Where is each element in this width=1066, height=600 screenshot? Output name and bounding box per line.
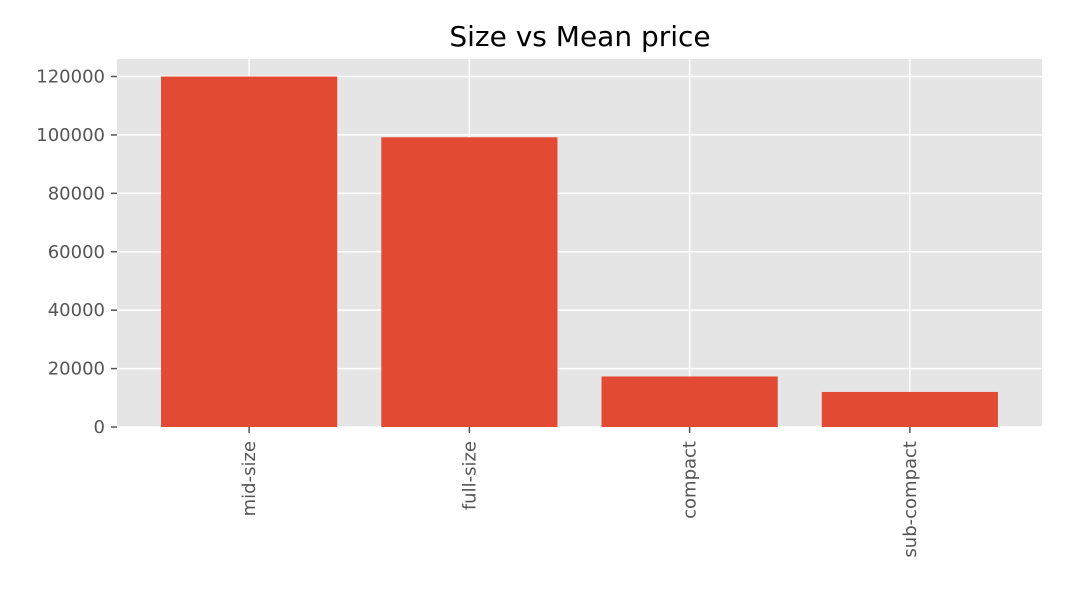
x-tick-label: mid-size <box>239 441 260 516</box>
y-tick-label: 120000 <box>36 67 105 88</box>
x-tick-label: full-size <box>459 441 480 510</box>
bars <box>161 76 998 428</box>
chart-title: Size vs Mean price <box>449 20 710 53</box>
x-tick-label: sub-compact <box>900 441 921 558</box>
bar-compact <box>601 376 778 427</box>
y-tick-label: 80000 <box>48 183 105 204</box>
bar-mid-size <box>161 76 338 428</box>
bar-full-size <box>381 137 558 427</box>
y-tick-label: 20000 <box>48 359 105 380</box>
y-tick-label: 0 <box>94 417 105 438</box>
y-tick-label: 40000 <box>48 300 105 321</box>
bar-sub-compact <box>821 391 998 427</box>
x-tick-label: compact <box>680 441 701 519</box>
x-axis: mid-size full-size compact sub-compact <box>239 427 921 558</box>
y-tick-label: 60000 <box>48 242 105 263</box>
y-axis: 0 20000 40000 60000 80000 100000 120000 <box>36 67 117 438</box>
y-tick-label: 100000 <box>36 125 105 146</box>
